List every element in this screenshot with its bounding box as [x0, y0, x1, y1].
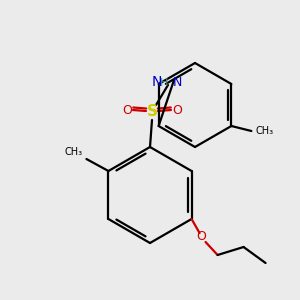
Text: CH₃: CH₃ — [64, 147, 83, 157]
Text: N: N — [152, 75, 162, 89]
Text: O: O — [122, 103, 132, 116]
Text: N: N — [172, 76, 182, 89]
Text: O: O — [172, 103, 182, 116]
Text: H: H — [160, 78, 168, 88]
Text: S: S — [146, 104, 158, 119]
Text: O: O — [196, 230, 206, 244]
Text: CH₃: CH₃ — [255, 126, 274, 136]
